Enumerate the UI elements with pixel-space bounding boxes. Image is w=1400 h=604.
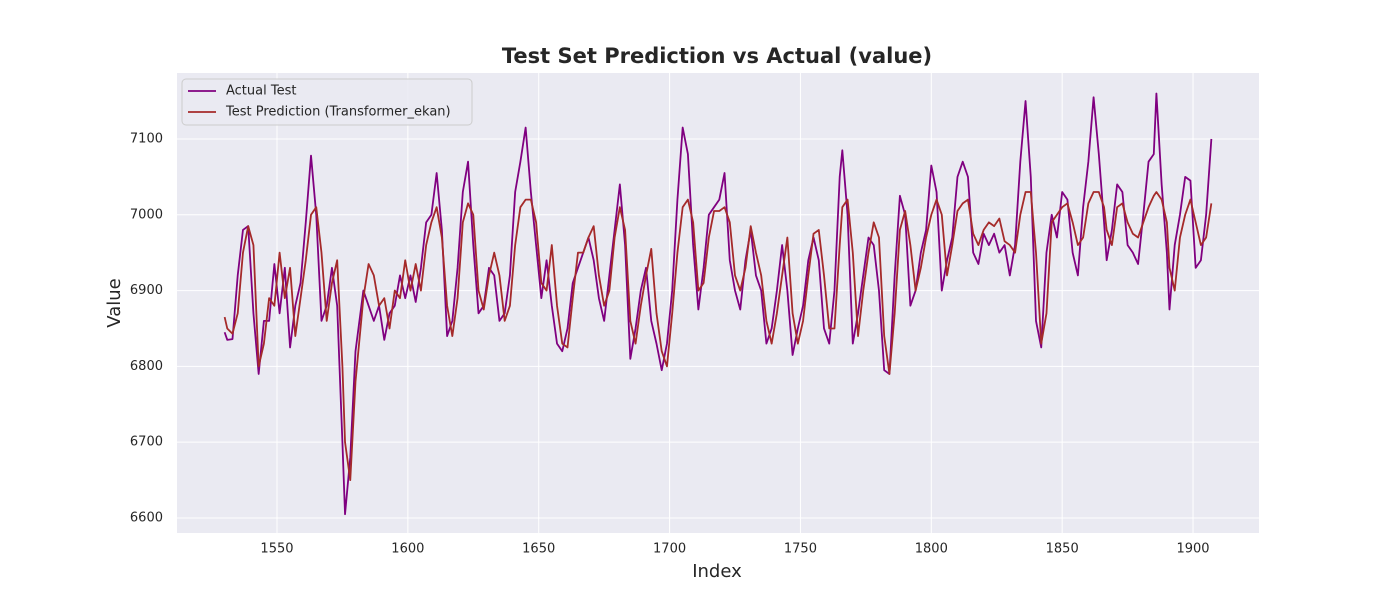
x-tick-label: 1600 xyxy=(391,542,424,557)
series-line xyxy=(223,191,1213,481)
x-tick-label: 1800 xyxy=(915,542,948,557)
y-tick-label: 6900 xyxy=(130,283,163,298)
x-tick-label: 1700 xyxy=(653,542,686,557)
x-tick-label: 1900 xyxy=(1176,542,1209,557)
x-tick-label: 1850 xyxy=(1046,542,1079,557)
legend: Actual Test Test Prediction (Transformer_… xyxy=(181,78,473,126)
x-axis-label: Index xyxy=(692,561,742,582)
x-tick-label: 1650 xyxy=(522,542,555,557)
x-tick-label: 1550 xyxy=(260,542,293,557)
series-line xyxy=(223,92,1213,516)
legend-label: Actual Test xyxy=(226,84,296,99)
x-tick-label: 1750 xyxy=(784,542,817,557)
chart-title: Test Set Prediction vs Actual (value) xyxy=(502,44,932,68)
y-tick-label: 7000 xyxy=(130,207,163,222)
legend-box xyxy=(181,78,473,126)
legend-label: Test Prediction (Transformer_ekan) xyxy=(225,105,451,120)
plot-area xyxy=(177,73,1259,533)
y-tick-label: 6600 xyxy=(130,510,163,525)
lines xyxy=(223,92,1213,516)
y-axis-label: Value xyxy=(104,278,125,327)
y-tick-label: 6700 xyxy=(130,435,163,450)
y-tick-label: 7100 xyxy=(130,131,163,146)
y-tick-label: 6800 xyxy=(130,359,163,374)
